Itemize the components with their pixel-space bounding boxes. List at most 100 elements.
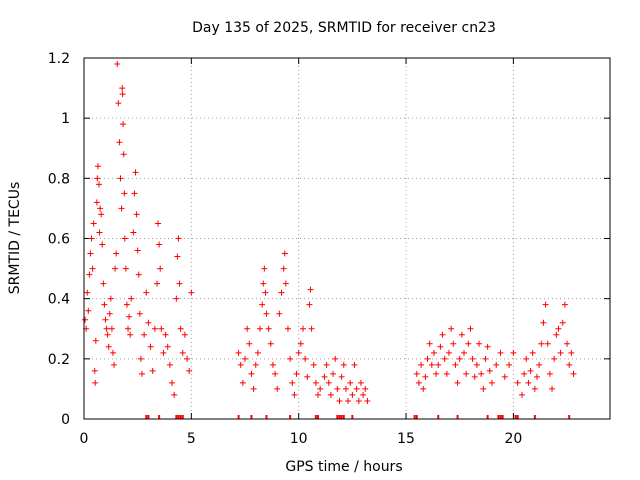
data-point xyxy=(456,355,463,362)
axis-ticks: 0 0.2 0.4 0.6 0.8 1 1.2 0 5 10 15 20 xyxy=(48,51,610,447)
data-point xyxy=(120,151,127,158)
data-point xyxy=(117,175,124,182)
data-point xyxy=(463,370,470,377)
data-point xyxy=(349,391,356,398)
data-point xyxy=(433,370,440,377)
data-point xyxy=(323,361,330,368)
data-point xyxy=(82,316,89,323)
data-point xyxy=(262,289,269,296)
data-point xyxy=(353,385,360,392)
grid xyxy=(84,58,610,419)
data-point xyxy=(92,337,99,344)
data-point xyxy=(284,325,291,332)
data-point xyxy=(160,349,167,356)
data-point xyxy=(534,373,541,380)
data-point xyxy=(92,379,99,386)
data-point xyxy=(486,367,493,374)
data-point xyxy=(553,331,560,338)
data-point xyxy=(510,349,517,356)
data-point xyxy=(465,340,472,347)
data-point xyxy=(93,199,100,206)
data-point xyxy=(260,280,267,287)
data-point xyxy=(422,373,429,380)
data-point xyxy=(307,286,314,293)
data-point xyxy=(94,175,101,182)
data-point xyxy=(173,295,180,302)
data-point xyxy=(536,361,543,368)
data-point xyxy=(88,235,95,242)
rug-marks xyxy=(145,415,571,419)
data-point xyxy=(153,280,160,287)
chart-title: Day 135 of 2025, SRMTID for receiver cn2… xyxy=(192,20,496,36)
data-point xyxy=(443,370,450,377)
data-point xyxy=(514,379,521,386)
data-point xyxy=(351,361,358,368)
data-point xyxy=(186,367,193,374)
data-point xyxy=(281,250,288,257)
data-point xyxy=(424,355,431,362)
data-point xyxy=(119,91,126,98)
data-point xyxy=(133,211,140,218)
data-point xyxy=(347,379,354,386)
y-tick-label: 1.2 xyxy=(48,51,70,67)
data-point xyxy=(235,349,242,356)
data-point xyxy=(280,265,287,272)
data-point xyxy=(105,343,112,350)
data-point xyxy=(334,385,341,392)
data-point xyxy=(551,355,558,362)
data-point xyxy=(239,379,246,386)
data-point xyxy=(450,340,457,347)
data-point xyxy=(181,331,188,338)
data-point xyxy=(252,361,259,368)
data-point xyxy=(127,331,134,338)
data-point xyxy=(257,325,264,332)
data-point xyxy=(312,379,319,386)
y-tick-label: 0.6 xyxy=(48,232,70,248)
x-tick-label: 10 xyxy=(290,431,308,447)
data-point xyxy=(476,340,483,347)
data-point xyxy=(248,370,255,377)
data-point xyxy=(527,367,534,374)
data-point xyxy=(302,355,309,362)
data-point xyxy=(109,349,116,356)
y-tick-label: 0.4 xyxy=(48,292,70,308)
data-point xyxy=(287,355,294,362)
data-point xyxy=(265,325,272,332)
data-point xyxy=(428,361,435,368)
data-point xyxy=(357,379,364,386)
data-point xyxy=(289,379,296,386)
data-point xyxy=(126,313,133,320)
data-point xyxy=(559,319,566,326)
data-point xyxy=(564,340,571,347)
data-point xyxy=(566,361,573,368)
data-point xyxy=(106,310,113,317)
data-point xyxy=(327,391,334,398)
data-point xyxy=(103,325,110,332)
data-point xyxy=(437,343,444,350)
data-point xyxy=(86,271,93,278)
data-point xyxy=(345,397,352,404)
data-point xyxy=(272,370,279,377)
data-point xyxy=(104,331,111,338)
data-point xyxy=(112,265,119,272)
data-point xyxy=(445,349,452,356)
data-point xyxy=(125,325,132,332)
data-point xyxy=(484,343,491,350)
data-point xyxy=(263,310,270,317)
data-point xyxy=(130,229,137,236)
data-point xyxy=(467,325,474,332)
data-point xyxy=(164,343,171,350)
data-point xyxy=(276,310,283,317)
x-tick-label: 0 xyxy=(80,431,89,447)
plot-frame xyxy=(83,57,611,420)
data-point xyxy=(297,340,304,347)
x-tick-label: 15 xyxy=(397,431,415,447)
data-point xyxy=(282,280,289,287)
data-point xyxy=(521,370,528,377)
data-point xyxy=(184,355,191,362)
data-points xyxy=(82,61,577,404)
data-point xyxy=(555,325,562,332)
data-point xyxy=(418,361,425,368)
data-point xyxy=(478,370,485,377)
data-point xyxy=(542,301,549,308)
